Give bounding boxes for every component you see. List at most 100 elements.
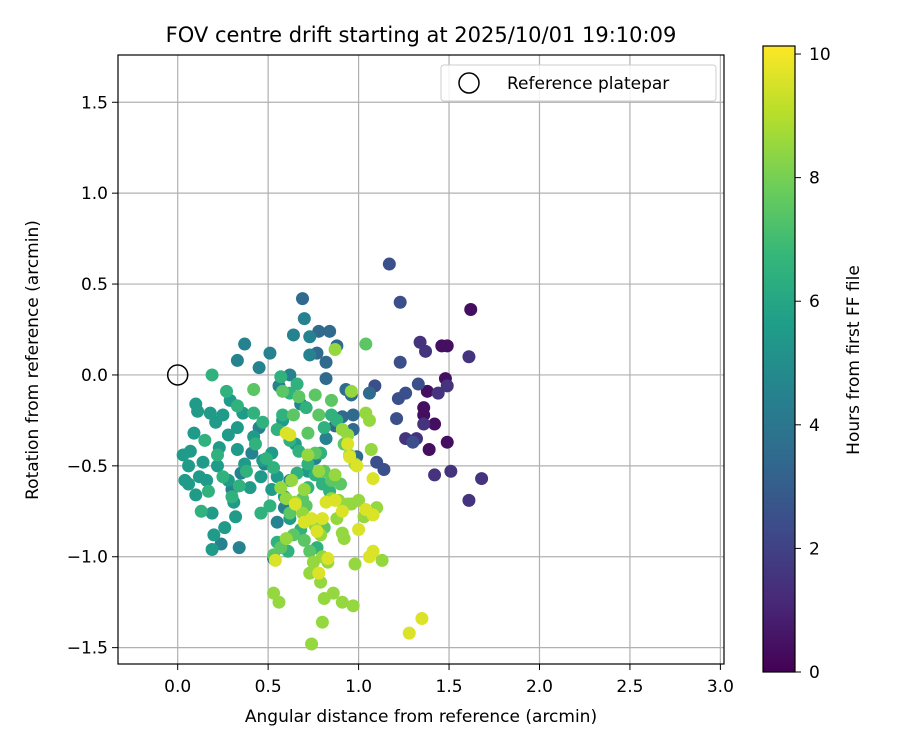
data-point <box>415 612 429 626</box>
y-tick-label: 1.5 <box>81 93 108 113</box>
data-point <box>263 346 277 360</box>
data-point <box>323 324 337 338</box>
data-point <box>239 464 253 478</box>
data-point <box>362 386 376 400</box>
data-point <box>462 493 476 507</box>
data-point <box>382 257 396 271</box>
data-point <box>428 468 442 482</box>
data-point <box>444 464 458 478</box>
data-point <box>319 495 333 509</box>
data-point <box>393 355 407 369</box>
data-point <box>198 433 212 447</box>
data-point <box>475 472 489 486</box>
data-point <box>440 435 454 449</box>
y-tick-label: 0.0 <box>81 366 108 386</box>
data-point <box>232 479 246 493</box>
reference-marker-layer <box>166 364 189 386</box>
colorbar: 0 2 4 6 8 10 Hours from first FF file <box>762 45 864 683</box>
reference-platepar-marker <box>166 364 189 386</box>
data-point <box>428 417 442 431</box>
data-point <box>301 457 315 471</box>
data-point <box>247 382 261 396</box>
data-point <box>210 448 224 462</box>
data-point <box>417 408 431 422</box>
data-point <box>279 532 293 546</box>
data-point <box>297 482 311 496</box>
data-point <box>348 557 362 571</box>
data-point <box>229 510 243 524</box>
colorbar-tick-label: 8 <box>809 169 820 189</box>
colorbar-tick-label: 2 <box>809 539 820 559</box>
colorbar-label: Hours from first FF file <box>844 265 864 455</box>
data-point <box>359 337 373 351</box>
data-point <box>324 393 338 407</box>
data-point <box>207 528 221 542</box>
x-axis-ticks: 0.0 0.5 1.0 1.5 2.0 2.5 3.0 <box>164 664 734 697</box>
data-point <box>274 481 288 495</box>
data-point <box>462 350 476 364</box>
data-point <box>230 421 244 435</box>
colorbar-tick-label: 4 <box>809 416 820 436</box>
data-point <box>319 355 333 369</box>
data-points <box>176 257 489 651</box>
data-point <box>413 335 427 349</box>
colorbar-tick-label: 6 <box>809 292 820 312</box>
data-point <box>248 437 262 451</box>
data-point <box>319 372 333 386</box>
data-point <box>274 370 288 384</box>
data-point <box>328 343 342 357</box>
data-point <box>364 442 378 456</box>
x-tick-label: 0.0 <box>164 677 191 697</box>
data-point <box>205 368 219 382</box>
data-point <box>254 506 268 520</box>
legend-box <box>440 64 717 102</box>
data-point <box>346 408 360 422</box>
data-point <box>279 426 293 440</box>
data-point <box>312 566 326 580</box>
data-point <box>187 426 201 440</box>
data-point <box>297 533 311 547</box>
data-point <box>390 412 404 426</box>
data-point <box>192 470 206 484</box>
data-point <box>362 413 376 427</box>
data-point <box>218 521 232 535</box>
grid-lines <box>118 55 724 664</box>
data-point <box>303 348 317 362</box>
data-point <box>191 404 205 418</box>
data-point <box>341 437 355 451</box>
data-point <box>230 353 244 367</box>
x-tick-label: 0.5 <box>255 677 282 697</box>
data-point <box>221 428 235 442</box>
data-point <box>344 384 358 398</box>
data-point <box>337 532 351 546</box>
data-point <box>352 493 366 507</box>
data-point <box>312 464 326 478</box>
data-point <box>232 541 246 555</box>
data-point <box>270 515 284 529</box>
data-point <box>205 542 219 556</box>
data-point <box>303 566 317 580</box>
colorbar-frame <box>762 45 796 673</box>
chart-title: FOV centre drift starting at 2025/10/01 … <box>166 23 677 47</box>
data-point <box>406 435 420 449</box>
data-point <box>305 637 319 651</box>
data-point <box>268 553 282 567</box>
data-point <box>319 432 333 446</box>
data-point <box>303 330 317 344</box>
data-point <box>285 473 299 487</box>
data-point <box>238 337 252 351</box>
data-point <box>292 390 306 404</box>
data-point <box>343 450 357 464</box>
data-point <box>312 408 326 422</box>
data-point <box>366 472 380 486</box>
x-tick-label: 2.5 <box>616 677 643 697</box>
y-axis-label: Rotation from reference (arcmin) <box>23 220 43 500</box>
data-point <box>422 442 436 456</box>
data-point <box>182 459 196 473</box>
data-point <box>310 524 324 538</box>
data-point <box>210 459 224 473</box>
data-point <box>205 506 219 520</box>
data-point <box>225 490 239 504</box>
data-point <box>391 392 405 406</box>
